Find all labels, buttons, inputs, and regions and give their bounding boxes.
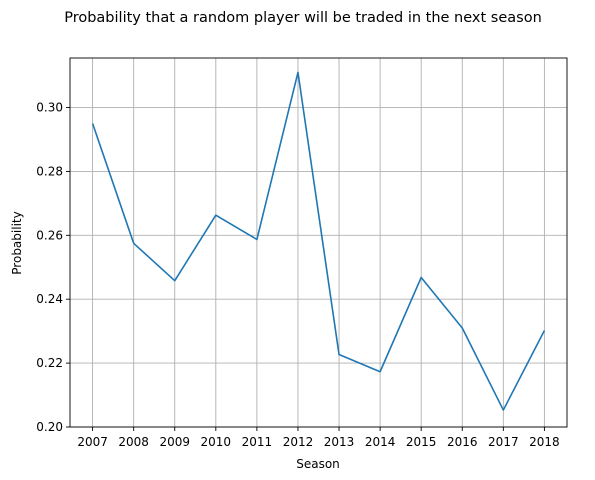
x-tick-label: 2008 [118, 435, 149, 449]
grid [70, 58, 567, 428]
y-tick-label: 0.24 [36, 292, 63, 306]
plot-frame [69, 57, 568, 428]
x-tick-label: 2016 [447, 435, 478, 449]
series-line [91, 71, 546, 411]
x-tick-label: 2013 [324, 435, 355, 449]
x-tick-label: 2015 [406, 435, 437, 449]
x-tick-label: 2017 [488, 435, 519, 449]
axis-ticks: 2007 2008 2009 2010 2011 2012 2013 2014 2015 2016… [36, 101, 559, 449]
x-tick-label: 2014 [365, 435, 396, 449]
x-tick-label: 2007 [77, 435, 108, 449]
y-tick-label: 0.22 [36, 356, 63, 370]
y-axis-label: Probability [10, 211, 24, 274]
chart-title: Probability that a random player will be… [64, 10, 542, 26]
y-tick-label: 0.30 [36, 101, 63, 115]
x-tick-label: 2011 [242, 435, 273, 449]
x-tick-label: 2012 [283, 435, 314, 449]
series-layer [91, 71, 546, 411]
y-tick-label: 0.20 [36, 420, 63, 434]
x-tick-label: 2009 [159, 435, 190, 449]
x-axis-label: Season [296, 457, 340, 471]
x-tick-label: 2010 [201, 435, 232, 449]
x-tick-label: 2018 [529, 435, 560, 449]
y-tick-label: 0.26 [36, 228, 63, 242]
y-tick-label: 0.28 [36, 164, 63, 178]
